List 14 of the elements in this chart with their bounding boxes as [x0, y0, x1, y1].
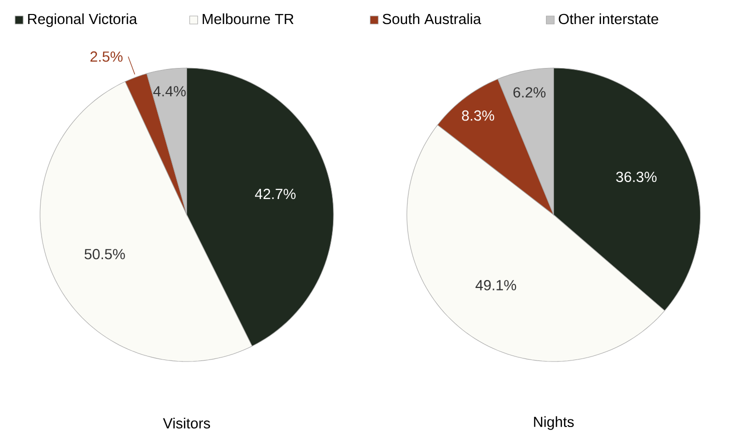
text: Visitors	[162, 418, 210, 429]
legend-label: Regional Victoria	[28, 13, 138, 28]
data-label: 4.4%	[153, 86, 186, 96]
data-label: 6.2%	[513, 87, 546, 98]
legend-label: Melbourne TR	[202, 13, 294, 24]
data-label: 49.1%	[476, 280, 516, 290]
data-label: 42.7%	[254, 188, 296, 200]
text: Nights	[534, 416, 574, 430]
data-label: 50.5%	[84, 248, 125, 260]
legend-label: South Australia	[382, 13, 482, 24]
data-label: 36.3%	[616, 172, 657, 182]
data-label: 2.5%	[90, 51, 123, 62]
data-label: 8.3%	[462, 110, 494, 121]
legend-label: Other interstate	[558, 13, 658, 24]
